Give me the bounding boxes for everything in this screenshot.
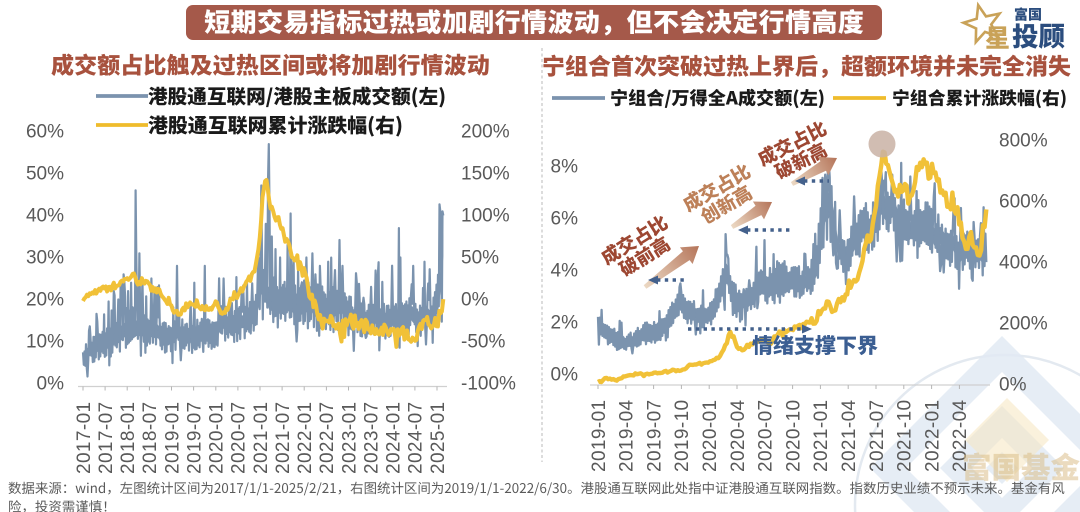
svg-text:6%: 6% — [551, 209, 579, 230]
svg-text:50%: 50% — [461, 248, 499, 269]
svg-text:2021-04: 2021-04 — [839, 399, 860, 472]
svg-text:0%: 0% — [551, 365, 579, 386]
svg-text:0%: 0% — [461, 290, 489, 311]
svg-text:400%: 400% — [999, 253, 1048, 274]
svg-text:2020-10: 2020-10 — [783, 399, 804, 472]
svg-text:2020-01: 2020-01 — [700, 399, 721, 472]
svg-text:2023-01: 2023-01 — [339, 401, 360, 474]
svg-text:2021-10: 2021-10 — [895, 399, 916, 472]
svg-text:2021-07: 2021-07 — [867, 399, 888, 472]
svg-text:800%: 800% — [999, 131, 1048, 152]
svg-text:0%: 0% — [999, 375, 1027, 396]
svg-text:2020-07: 2020-07 — [756, 399, 777, 472]
svg-text:600%: 600% — [999, 192, 1048, 213]
svg-text:2019-07: 2019-07 — [184, 401, 205, 474]
svg-text:200%: 200% — [461, 122, 510, 143]
svg-text:2023-07: 2023-07 — [361, 401, 382, 474]
svg-text:50%: 50% — [26, 164, 64, 185]
svg-text:2018-07: 2018-07 — [140, 401, 161, 474]
svg-text:100%: 100% — [461, 206, 510, 227]
svg-text:30%: 30% — [26, 248, 64, 269]
svg-text:2019-10: 2019-10 — [672, 399, 693, 472]
svg-text:2021-01: 2021-01 — [811, 399, 832, 472]
svg-text:200%: 200% — [999, 314, 1048, 335]
svg-text:2017-07: 2017-07 — [96, 401, 117, 474]
svg-text:2024-07: 2024-07 — [406, 401, 427, 474]
svg-text:10%: 10% — [26, 332, 64, 353]
svg-text:2020-07: 2020-07 — [229, 401, 250, 474]
svg-text:2017-01: 2017-01 — [74, 401, 95, 474]
svg-text:0%: 0% — [37, 374, 65, 395]
svg-text:2022-07: 2022-07 — [317, 401, 338, 474]
svg-text:60%: 60% — [26, 122, 64, 143]
svg-text:2021-01: 2021-01 — [251, 401, 272, 474]
svg-text:-50%: -50% — [461, 332, 505, 353]
svg-text:2022-04: 2022-04 — [950, 399, 971, 472]
svg-text:2024-01: 2024-01 — [384, 401, 405, 474]
svg-text:4%: 4% — [551, 261, 579, 282]
svg-text:2019-01: 2019-01 — [589, 399, 610, 472]
svg-text:2025-01: 2025-01 — [428, 401, 449, 474]
svg-text:150%: 150% — [461, 164, 510, 185]
svg-text:2%: 2% — [551, 313, 579, 334]
svg-text:2021-07: 2021-07 — [273, 401, 294, 474]
svg-text:-100%: -100% — [461, 374, 516, 395]
svg-text:2020-04: 2020-04 — [728, 399, 749, 472]
svg-text:2020-01: 2020-01 — [207, 401, 228, 474]
svg-text:2019-01: 2019-01 — [162, 401, 183, 474]
svg-text:40%: 40% — [26, 206, 64, 227]
svg-text:2019-04: 2019-04 — [617, 399, 638, 472]
svg-text:2019-07: 2019-07 — [644, 399, 665, 472]
svg-text:2022-01: 2022-01 — [922, 399, 943, 472]
svg-text:20%: 20% — [26, 290, 64, 311]
svg-text:2018-01: 2018-01 — [118, 401, 139, 474]
svg-text:8%: 8% — [551, 157, 579, 178]
svg-text:2022-01: 2022-01 — [295, 401, 316, 474]
